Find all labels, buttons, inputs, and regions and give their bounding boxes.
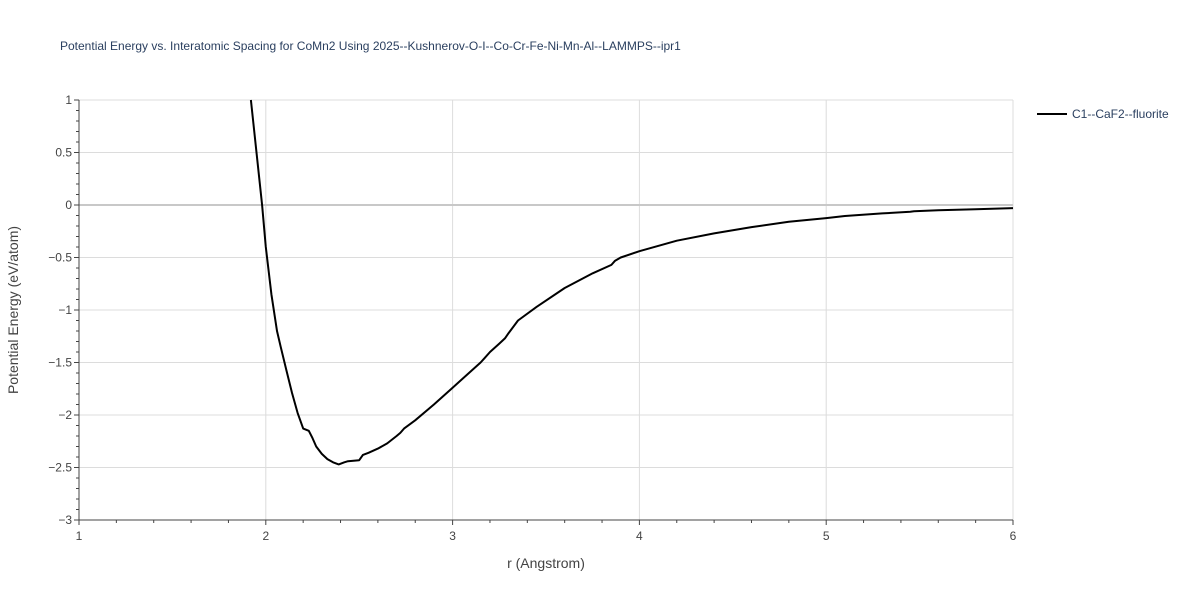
series-line: [249, 99, 1014, 466]
y-tick-label: 0: [65, 198, 72, 212]
y-tick-label: −1.5: [48, 356, 72, 370]
y-tick-label: −2.5: [48, 461, 72, 475]
x-tick-label: 1: [76, 529, 83, 543]
y-tick-label: −3: [58, 513, 72, 527]
x-axis-title: r (Angstrom): [507, 555, 585, 571]
y-axis-title: Potential Energy (eV/atom): [5, 226, 21, 394]
y-tick-label: −0.5: [48, 251, 72, 265]
x-tick-label: 6: [1010, 529, 1017, 543]
y-tick-label: 0.5: [55, 146, 72, 160]
y-tick-label: −2: [58, 408, 72, 422]
series-lines: [249, 99, 1014, 466]
legend-label: C1--CaF2--fluorite: [1072, 107, 1169, 121]
y-tick-label: 1: [65, 93, 72, 107]
x-tick-label: 3: [449, 529, 456, 543]
x-tick-label: 4: [636, 529, 643, 543]
grid: [79, 99, 1014, 520]
tick-labels: 1 2 3 4 5 6 1 0.5 0 −0.5 −1 −1.5 −2 −2.5 −3: [48, 93, 1016, 543]
x-tick-label: 5: [823, 529, 830, 543]
axes: [74, 99, 1014, 525]
chart-title: Potential Energy vs. Interatomic Spacing…: [60, 39, 681, 53]
x-tick-label: 2: [262, 529, 269, 543]
y-tick-label: −1: [58, 303, 72, 317]
legend[interactable]: C1--CaF2--fluorite: [1037, 107, 1169, 121]
